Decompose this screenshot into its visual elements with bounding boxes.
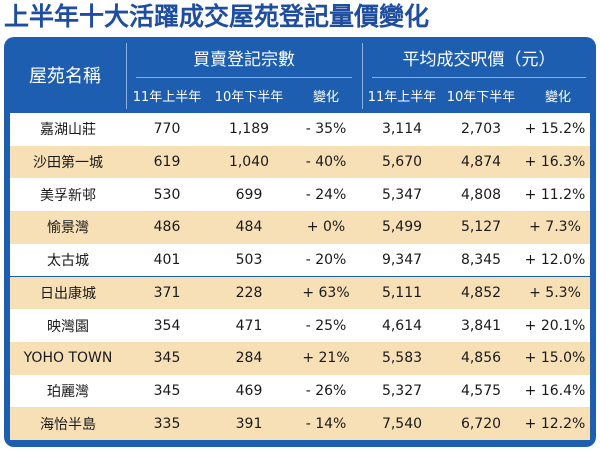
group-header-price: 平均成交呎價（元） xyxy=(402,49,556,70)
table-row: 愉景灣 486 484 + 0% 5,499 5,127 + 7.3% xyxy=(10,211,590,244)
table-body: 嘉湖山莊 770 1,189 - 35% 3,114 2,703 + 15.2% 沙田第一城 6… xyxy=(10,113,590,440)
cell-vol-10h2: 469 xyxy=(235,382,263,399)
cell-vol-11h1: 354 xyxy=(153,317,181,334)
cell-vol-10h2: 471 xyxy=(235,317,263,334)
cell-vol-11h1: 345 xyxy=(153,350,181,367)
cell-vol-10h2: 284 xyxy=(235,350,263,367)
table-frame: 屋苑名稱 買賣登記宗數 11年上半年 10年下半年 變化 平均成交呎價（元） 1… xyxy=(4,37,596,447)
cell-px-change: + 11.2% xyxy=(524,186,586,203)
cell-px-11h1: 5,327 xyxy=(381,382,423,399)
cell-px-10h2: 6,720 xyxy=(460,415,502,432)
subheader-vol-change: 變化 xyxy=(312,89,339,105)
cell-px-11h1: 5,670 xyxy=(381,154,423,171)
cell-px-11h1: 3,114 xyxy=(381,121,423,138)
cell-px-10h2: 8,345 xyxy=(460,252,502,269)
cell-vol-change: - 24% xyxy=(305,186,347,203)
cell-vol-11h1: 401 xyxy=(153,252,181,269)
group-underline xyxy=(372,77,586,78)
cell-px-11h1: 5,111 xyxy=(381,284,423,301)
cell-px-change: + 5.3% xyxy=(529,284,581,301)
cell-vol-change: + 63% xyxy=(302,284,350,301)
cell-vol-change: - 20% xyxy=(305,252,347,269)
cell-vol-10h2: 1,189 xyxy=(228,121,270,138)
column-header-estate: 屋苑名稱 xyxy=(29,66,101,87)
cell-px-10h2: 4,874 xyxy=(460,154,502,171)
cell-vol-11h1: 619 xyxy=(153,154,181,171)
cell-px-change: + 20.1% xyxy=(524,317,586,334)
group-header-volume: 買賣登記宗數 xyxy=(193,49,295,70)
estate-name: 美孚新邨 xyxy=(40,187,96,204)
table-row: 嘉湖山莊 770 1,189 - 35% 3,114 2,703 + 15.2% xyxy=(10,113,590,146)
estate-name: 海怡半島 xyxy=(40,416,96,433)
cell-px-change: + 16.3% xyxy=(524,154,586,171)
table-row: 沙田第一城 619 1,040 - 40% 5,670 4,874 + 16.3% xyxy=(10,145,590,179)
subheader-vol-11h1: 11年上半年 xyxy=(132,89,202,105)
header-divider xyxy=(126,43,127,109)
cell-vol-11h1: 371 xyxy=(153,284,181,301)
cell-vol-10h2: 484 xyxy=(235,219,263,236)
cell-px-11h1: 5,347 xyxy=(381,186,423,203)
table-row: 日出康城 371 228 + 63% 5,111 4,852 + 5.3% xyxy=(10,276,590,310)
cell-px-10h2: 4,575 xyxy=(460,382,502,399)
table-row: YOHO TOWN 345 284 + 21% 5,583 4,856 + 15.0% xyxy=(10,341,590,375)
cell-vol-11h1: 345 xyxy=(153,382,181,399)
cell-vol-10h2: 391 xyxy=(235,415,263,432)
cell-vol-change: - 35% xyxy=(305,121,347,138)
cell-px-11h1: 5,499 xyxy=(381,219,423,236)
cell-px-11h1: 5,583 xyxy=(381,350,423,367)
cell-vol-11h1: 770 xyxy=(153,121,181,138)
cell-px-change: + 12.2% xyxy=(524,415,586,432)
estate-name: 映灣園 xyxy=(47,318,89,335)
table-row: 美孚新邨 530 699 - 24% 5,347 4,808 + 11.2% xyxy=(10,178,590,212)
cell-vol-10h2: 699 xyxy=(235,186,263,203)
cell-vol-change: + 21% xyxy=(302,350,350,367)
group-underline xyxy=(136,77,352,78)
cell-vol-11h1: 486 xyxy=(153,219,181,236)
cell-px-10h2: 4,856 xyxy=(460,350,502,367)
cell-px-11h1: 4,614 xyxy=(381,317,423,334)
cell-vol-change: - 25% xyxy=(305,317,347,334)
cell-px-10h2: 4,852 xyxy=(460,284,502,301)
estate-name: 沙田第一城 xyxy=(33,155,103,172)
cell-vol-change: + 0% xyxy=(306,219,346,236)
subheader-px-11h1: 11年上半年 xyxy=(367,89,437,105)
cell-vol-change: - 26% xyxy=(305,382,347,399)
cell-px-change: + 15.0% xyxy=(524,350,586,367)
estate-name: 日出康城 xyxy=(40,285,96,302)
table-row: 太古城 401 503 - 20% 9,347 8,345 + 12.0% xyxy=(10,243,590,277)
cell-vol-change: - 40% xyxy=(305,154,347,171)
cell-vol-10h2: 503 xyxy=(235,252,263,269)
table-row: 珀麗灣 345 469 - 26% 5,327 4,575 + 16.4% xyxy=(10,374,590,408)
chart-title: 上半年十大活躍成交屋苑登記量價變化 xyxy=(4,2,430,31)
cell-px-change: + 16.4% xyxy=(524,382,586,399)
estate-name: YOHO TOWN xyxy=(23,350,113,367)
subheader-px-10h2: 10年下半年 xyxy=(446,89,516,105)
cell-px-10h2: 5,127 xyxy=(460,219,502,236)
cell-px-change: + 7.3% xyxy=(529,219,581,236)
header-divider xyxy=(362,43,363,109)
estate-name: 愉景灣 xyxy=(47,220,89,237)
cell-vol-change: - 14% xyxy=(305,415,347,432)
cell-vol-11h1: 530 xyxy=(153,186,181,203)
cell-vol-10h2: 228 xyxy=(235,284,263,301)
cell-px-10h2: 3,841 xyxy=(460,317,502,334)
table-row: 映灣園 354 471 - 25% 4,614 3,841 + 20.1% xyxy=(10,309,590,342)
cell-px-10h2: 2,703 xyxy=(460,121,502,138)
table-row: 海怡半島 335 391 - 14% 7,540 6,720 + 12.2% xyxy=(10,407,590,440)
cell-px-change: + 15.2% xyxy=(524,121,586,138)
cell-px-change: + 12.0% xyxy=(524,252,586,269)
cell-vol-10h2: 1,040 xyxy=(228,154,270,171)
subheader-vol-10h2: 10年下半年 xyxy=(214,89,284,105)
cell-px-11h1: 7,540 xyxy=(381,415,423,432)
estate-name: 珀麗灣 xyxy=(47,383,89,400)
cell-px-11h1: 9,347 xyxy=(381,252,423,269)
estate-name: 嘉湖山莊 xyxy=(40,122,96,139)
estate-name: 太古城 xyxy=(47,253,89,270)
subheader-px-change: 變化 xyxy=(544,89,571,105)
cell-px-10h2: 4,808 xyxy=(460,186,502,203)
cell-vol-11h1: 335 xyxy=(153,415,181,432)
